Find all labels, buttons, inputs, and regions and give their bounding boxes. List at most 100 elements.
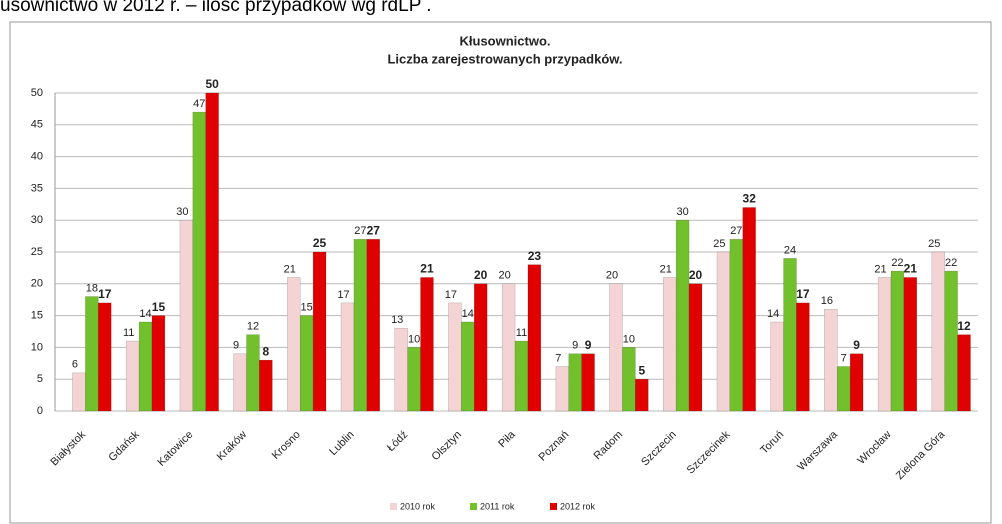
y-tick-label: 40 [31, 151, 43, 163]
value-label: 14 [462, 308, 474, 320]
value-label: 20 [474, 268, 488, 282]
bar [287, 277, 301, 412]
value-label: 27 [730, 225, 742, 237]
value-label: 14 [139, 308, 151, 320]
bar [205, 92, 219, 412]
bar [944, 270, 958, 412]
value-label: 20 [606, 270, 618, 282]
bar [957, 334, 971, 412]
bar [581, 353, 595, 412]
value-label: 23 [528, 249, 542, 263]
value-label: 17 [98, 287, 112, 301]
bar [903, 277, 918, 412]
value-label: 10 [408, 333, 420, 345]
value-label: 21 [660, 263, 672, 275]
value-label: 5 [638, 363, 645, 377]
legend-label: 2010 rok [400, 501, 436, 511]
bar [675, 219, 690, 412]
value-label: 21 [284, 263, 296, 275]
value-label: 7 [555, 352, 561, 364]
bar [192, 111, 206, 412]
caption: usownictwo w 2012 r. – ilość przypadków … [0, 0, 432, 16]
y-tick-label: 30 [31, 214, 43, 226]
bar [716, 251, 731, 412]
bar [501, 283, 516, 412]
value-label: 47 [193, 98, 205, 110]
value-label: 15 [152, 300, 166, 314]
bar [555, 366, 570, 412]
bar [461, 321, 475, 412]
bar [473, 283, 488, 412]
value-label: 22 [891, 257, 903, 269]
bar [259, 359, 273, 412]
legend-swatch [390, 503, 397, 510]
bar [931, 251, 945, 412]
bar [312, 251, 327, 412]
y-tick-label: 50 [31, 87, 43, 99]
bar [514, 340, 529, 412]
value-label: 30 [176, 206, 188, 218]
value-label: 9 [853, 338, 860, 352]
value-label: 9 [233, 340, 239, 352]
value-label: 11 [516, 327, 527, 339]
bar [340, 302, 355, 412]
bar [837, 366, 851, 412]
y-tick-label: 0 [37, 405, 43, 417]
value-label: 18 [86, 282, 98, 294]
bar [796, 302, 810, 412]
chart-title: Kłusownictwo. [460, 33, 551, 48]
bar [742, 207, 756, 412]
value-label: 20 [498, 270, 510, 282]
bar [72, 372, 86, 412]
value-label: 9 [572, 340, 578, 352]
value-label: 17 [337, 289, 349, 301]
value-label: 6 [72, 359, 78, 371]
bar [527, 264, 542, 412]
bar [783, 258, 797, 412]
bar [125, 340, 140, 412]
bar [420, 277, 434, 412]
y-tick-label: 15 [31, 310, 43, 322]
value-label: 25 [928, 238, 940, 250]
bar [770, 321, 784, 412]
value-label: 30 [676, 206, 688, 218]
y-tick-label: 10 [31, 341, 43, 353]
value-label: 22 [945, 257, 957, 269]
chart-frame [9, 21, 992, 524]
value-label: 12 [247, 321, 259, 333]
bar [85, 296, 99, 412]
bar [407, 347, 421, 412]
y-tick-label: 45 [31, 119, 43, 131]
bar [622, 347, 636, 412]
legend-label: 2011 rok [480, 501, 515, 511]
value-label: 12 [957, 319, 971, 333]
bar [568, 353, 582, 412]
legend-label: 2012 rok [560, 501, 596, 511]
value-label: 8 [263, 344, 270, 358]
value-label: 13 [391, 314, 403, 326]
bar [353, 239, 368, 412]
bar [366, 239, 380, 412]
bar [890, 270, 905, 412]
legend-swatch [470, 503, 477, 510]
bar [824, 308, 838, 412]
y-tick-label: 20 [31, 278, 43, 290]
value-label: 25 [713, 238, 725, 250]
bar [635, 378, 649, 412]
bar [246, 334, 260, 412]
y-tick-label: 25 [31, 246, 43, 258]
value-label: 25 [313, 236, 327, 250]
bar [138, 321, 153, 412]
bar [98, 302, 112, 412]
value-label: 21 [420, 262, 434, 276]
y-tick-label: 35 [31, 182, 43, 194]
value-label: 17 [796, 287, 810, 301]
legend-swatch [550, 503, 557, 510]
bar [448, 302, 462, 412]
bar [609, 283, 623, 412]
bar [729, 239, 744, 412]
bar [394, 328, 408, 412]
bar [688, 283, 703, 412]
bar [849, 353, 864, 412]
